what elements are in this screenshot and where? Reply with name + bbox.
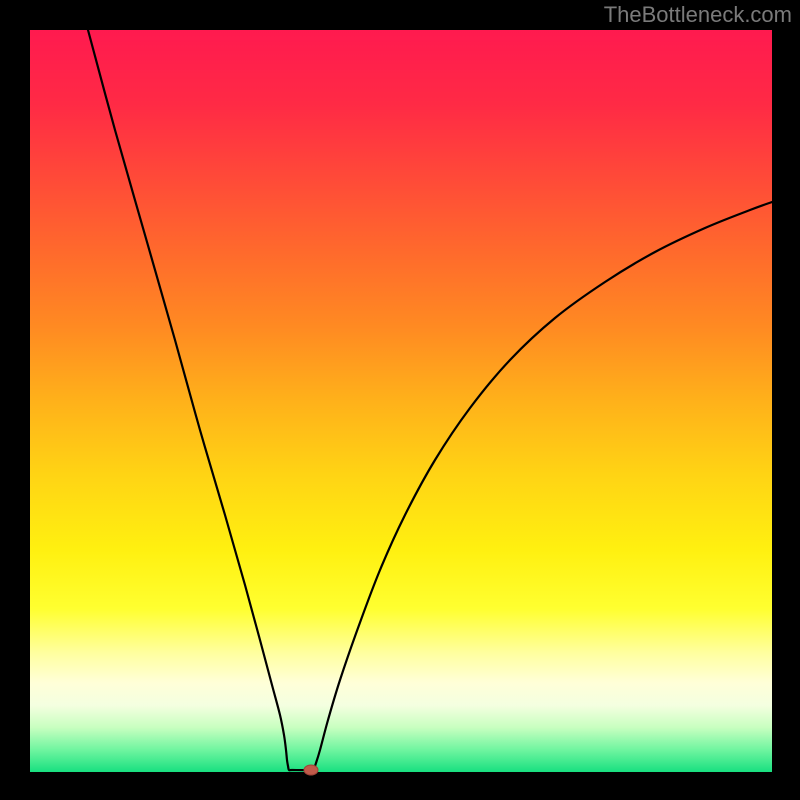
chart-container: TheBottleneck.com [0, 0, 800, 800]
plot-background [30, 30, 772, 772]
watermark-text: TheBottleneck.com [604, 2, 792, 28]
bottleneck-chart [0, 0, 800, 800]
optimal-point-marker [304, 765, 318, 775]
